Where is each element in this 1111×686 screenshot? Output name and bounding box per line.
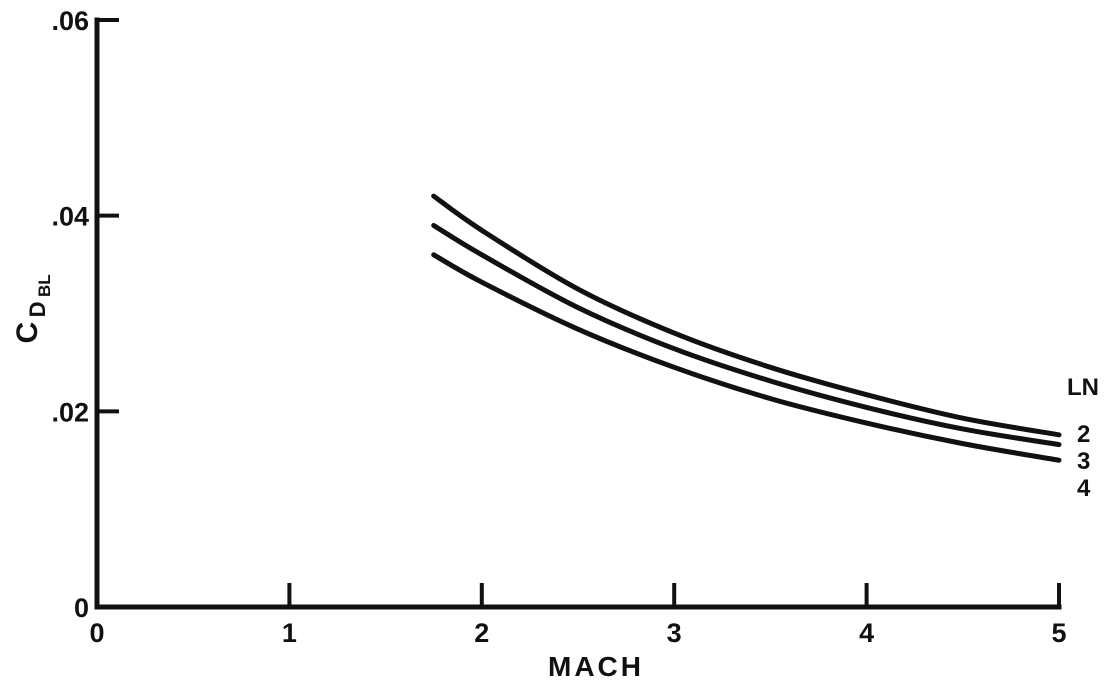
axes xyxy=(94,17,1062,610)
y-axis-title-main: C xyxy=(11,322,44,344)
y-ticks: 0 .02 .04 .06 xyxy=(51,6,119,623)
series-line-ln-4 xyxy=(431,252,1062,463)
x-tick-label: 4 xyxy=(859,618,874,648)
x-ticks: 0 1 2 3 4 5 xyxy=(89,583,1067,648)
y-tick-label: .04 xyxy=(51,202,89,232)
x-tick-label: 0 xyxy=(89,618,104,648)
legend: LN 234 xyxy=(1067,374,1099,502)
legend-label-ln-4: 4 xyxy=(1077,475,1091,502)
series-line-ln-2 xyxy=(431,193,1062,438)
legend-title: LN xyxy=(1067,374,1099,401)
x-axis-title: MACH xyxy=(548,651,644,682)
x-tick-label: 1 xyxy=(282,618,297,648)
legend-label-ln-3: 3 xyxy=(1077,448,1090,475)
x-tick-label: 2 xyxy=(474,618,489,648)
y-tick-label: .02 xyxy=(51,397,89,427)
y-tick-label: .06 xyxy=(51,6,89,36)
series-curves xyxy=(431,193,1062,463)
y-axis-title: C D BL xyxy=(11,274,54,343)
y-tick-label: 0 xyxy=(74,593,89,623)
legend-label-ln-2: 2 xyxy=(1077,421,1090,448)
x-tick-label: 3 xyxy=(667,618,682,648)
y-axis-title-subsub: BL xyxy=(35,274,54,297)
x-tick-label: 5 xyxy=(1051,618,1066,648)
y-axis-title-sub: D xyxy=(25,301,50,317)
series-line-ln-3 xyxy=(431,222,1062,448)
